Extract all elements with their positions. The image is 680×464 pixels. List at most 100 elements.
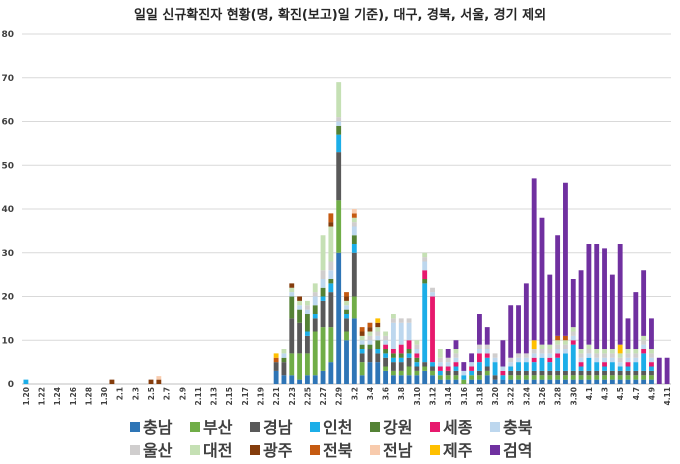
legend-label: 강원: [383, 418, 412, 437]
bar-segment: [602, 357, 607, 363]
bar-segment: [375, 335, 381, 341]
bar-segment: [555, 353, 561, 358]
bar-segment: [414, 357, 420, 363]
bar-segment: [398, 318, 404, 323]
bar-segment: [320, 270, 326, 279]
gridlines: [22, 33, 671, 385]
bar-segment: [641, 344, 647, 350]
legend-label: 부산: [203, 418, 233, 437]
bar-segment: [312, 305, 318, 314]
bar-segment: [359, 353, 365, 363]
x-tick-label: 3.8: [397, 387, 406, 400]
bar-segment: [586, 349, 592, 354]
bar-segment: [367, 340, 373, 345]
x-tick-label: 3.16: [460, 387, 469, 406]
y-tick-label: 80: [1, 30, 14, 40]
bar-segment: [304, 353, 310, 376]
bar-segment: [578, 353, 584, 358]
bar-segment: [578, 349, 584, 354]
bar-segment: [359, 335, 365, 341]
bar-segment: [390, 349, 396, 354]
bar-segment: [422, 279, 428, 284]
x-tick-label: 1.26: [69, 387, 78, 406]
bar-segment: [484, 353, 490, 358]
x-tick-label: 2.7: [163, 387, 172, 400]
bar-segment: [359, 344, 365, 350]
bar-segment: [547, 344, 553, 350]
bar-segment: [649, 362, 654, 367]
bar-segment: [383, 353, 389, 358]
x-tick-label: 3.18: [475, 387, 484, 406]
bar-segment: [617, 366, 623, 371]
bar-segment: [336, 125, 342, 135]
bar-segment: [336, 121, 342, 126]
bar-segment: [320, 300, 326, 328]
bar-segment: [297, 353, 303, 380]
bar-segment: [406, 349, 412, 354]
bar-segment: [531, 375, 537, 380]
bar-segment: [555, 349, 561, 354]
bar-segment: [578, 270, 584, 349]
bar-segment: [414, 370, 420, 376]
bar-segment: [484, 357, 490, 367]
bar-segment: [649, 357, 654, 363]
bar-segment: [625, 318, 631, 350]
bar-segment: [430, 366, 435, 371]
bar-segment: [469, 375, 475, 380]
legend-label: 검역: [503, 441, 532, 460]
bar-segment: [586, 353, 592, 358]
x-tick-label: 4.11: [663, 387, 672, 406]
x-tick-label: 1.20: [22, 387, 31, 406]
x-tick-label: 3.10: [413, 387, 422, 406]
bar-segment: [414, 344, 420, 350]
bar-segment: [304, 314, 310, 332]
bar-segment: [281, 362, 287, 376]
bar-segment: [641, 370, 647, 376]
bar-segment: [625, 366, 631, 371]
bar-segment: [148, 379, 154, 385]
bar-segment: [383, 331, 389, 336]
bar-segment: [477, 370, 482, 376]
bar-segment: [555, 335, 561, 341]
x-tick-label: 2.19: [256, 387, 265, 406]
bar-segment: [398, 344, 404, 354]
bar-segment: [516, 370, 521, 376]
legend-label: 경남: [263, 418, 293, 437]
bar-segment: [469, 379, 475, 385]
bar-segment: [312, 314, 318, 319]
bar-segment: [617, 370, 623, 376]
bar-segment: [500, 370, 506, 376]
x-tick-label: 2.13: [210, 387, 219, 406]
bar-segment: [547, 362, 553, 371]
bar-segment: [304, 335, 310, 354]
bar-segment: [414, 353, 420, 358]
bar-segment: [375, 331, 381, 336]
bar-segment: [289, 318, 295, 354]
bar-segment: [578, 375, 584, 380]
bar-segment: [570, 279, 576, 328]
legend-swatch: [250, 422, 260, 432]
bar-segment: [625, 357, 631, 363]
bar-segment: [508, 379, 514, 385]
legend-label: 울산: [143, 441, 173, 460]
bar-segment: [406, 366, 412, 376]
bar-segment: [344, 309, 349, 315]
legend-swatch: [370, 445, 380, 455]
bar-segment: [312, 318, 318, 332]
bar-segment: [602, 349, 607, 354]
bar-segment: [344, 318, 349, 332]
bar-segment: [492, 357, 498, 363]
bar-segment: [570, 344, 576, 371]
bar-segment: [508, 375, 514, 380]
bar-segment: [563, 379, 568, 385]
bar-segment: [281, 349, 287, 354]
bar-segment: [609, 370, 615, 376]
bar-segment: [602, 248, 607, 350]
bar-segment: [430, 292, 435, 297]
bar-segment: [570, 379, 576, 385]
bar-segment: [633, 292, 639, 350]
bar-segment: [500, 366, 506, 371]
bar-segment: [297, 296, 303, 301]
bar-segment: [484, 327, 490, 345]
